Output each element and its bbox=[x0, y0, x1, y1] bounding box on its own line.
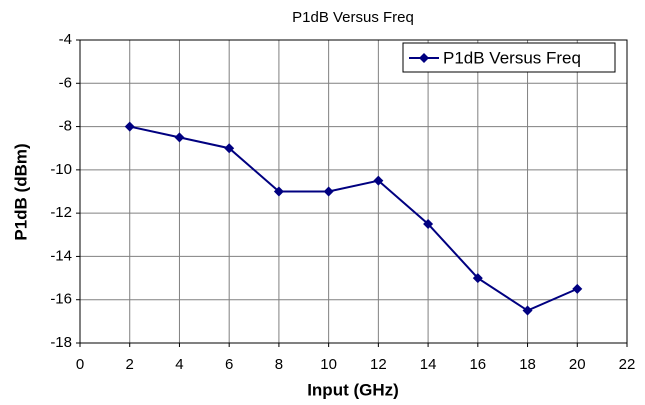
x-tick-label: 20 bbox=[569, 356, 586, 373]
point-marker bbox=[522, 305, 533, 316]
x-tick-label: 22 bbox=[619, 356, 636, 373]
x-axis-label: Input (GHz) bbox=[307, 380, 399, 399]
point-marker bbox=[572, 283, 583, 294]
plot-border bbox=[79, 39, 628, 344]
x-tick-label: 10 bbox=[320, 356, 337, 373]
x-tick-label: 12 bbox=[370, 356, 387, 373]
x-tick-label: 4 bbox=[175, 356, 183, 373]
point-marker bbox=[373, 175, 384, 186]
legend-marker bbox=[419, 53, 429, 63]
y-tick-label: -18 bbox=[50, 334, 72, 351]
legend-box bbox=[402, 42, 616, 73]
point-marker bbox=[224, 143, 235, 154]
y-tick-label: -12 bbox=[50, 204, 72, 221]
x-tick-label: 16 bbox=[469, 356, 486, 373]
x-tick-label: 2 bbox=[126, 356, 134, 373]
point-marker bbox=[174, 132, 185, 143]
y-tick-label: -16 bbox=[50, 291, 72, 308]
y-tick-label: -8 bbox=[59, 118, 72, 135]
point-marker bbox=[124, 121, 135, 132]
x-tick-label: 18 bbox=[519, 356, 536, 373]
point-marker bbox=[472, 273, 483, 284]
chart-title: P1dB Versus Freq bbox=[292, 9, 414, 26]
y-axis-label: P1dB (dBm) bbox=[11, 143, 30, 240]
series-line bbox=[129, 125, 578, 312]
x-tick-label: 8 bbox=[275, 356, 283, 373]
y-tick-label: -14 bbox=[50, 247, 72, 264]
point-marker bbox=[423, 218, 434, 229]
point-marker bbox=[323, 186, 334, 197]
point-marker bbox=[273, 186, 284, 197]
y-tick-label: -10 bbox=[50, 161, 72, 178]
legend-label: P1dB Versus Freq bbox=[443, 48, 581, 67]
y-tick-label: -6 bbox=[59, 74, 72, 91]
y-tick-label: -4 bbox=[59, 31, 72, 48]
x-tick-label: 6 bbox=[225, 356, 233, 373]
x-tick-label: 14 bbox=[420, 356, 437, 373]
x-tick-label: 0 bbox=[76, 356, 84, 373]
